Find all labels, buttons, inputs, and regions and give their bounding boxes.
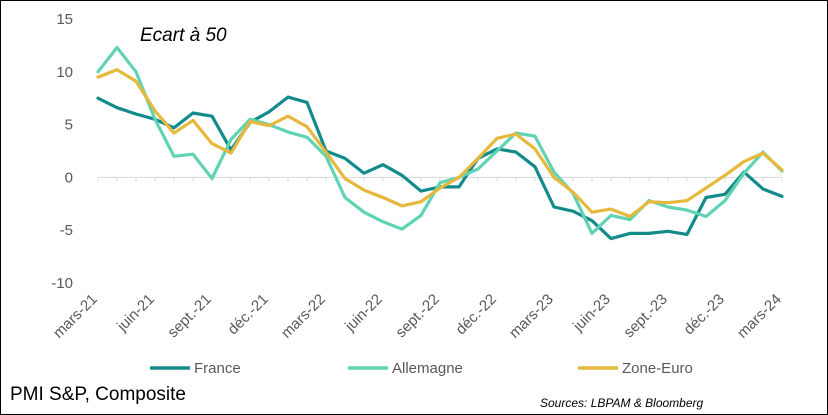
x-tick-label: déc.-23 (680, 291, 727, 338)
series-line-zone-euro (96, 68, 784, 219)
x-tick-label: juin-22 (341, 291, 386, 336)
x-tick-label: juin-23 (569, 291, 614, 336)
chart-annotation: Ecart à 50 (140, 25, 227, 46)
y-tick-label: -10 (51, 275, 73, 292)
y-tick-label: -5 (60, 222, 73, 239)
x-tick-label: sept.-21 (164, 291, 214, 341)
x-tick-label: déc.-22 (452, 291, 499, 338)
legend-label: Zone-Euro (622, 360, 693, 377)
x-tick-label: déc.-21 (224, 291, 271, 338)
x-tick-label: mars-22 (278, 291, 329, 342)
footer-title: PMI S&P, Composite (10, 384, 187, 405)
series-line-france (96, 95, 784, 241)
x-tick-label: sept.-22 (392, 291, 442, 341)
x-tick-label: sept.-23 (620, 291, 670, 341)
x-tick-label: mars-21 (50, 291, 101, 342)
y-tick-label: 5 (65, 117, 73, 134)
y-tick-label: 0 (65, 169, 73, 186)
x-tick-label: mars-24 (734, 291, 785, 342)
y-tick-label: 10 (56, 64, 73, 81)
y-tick-label: 15 (56, 11, 73, 28)
series-line-allemagne (96, 45, 784, 235)
legend-label: France (194, 360, 241, 377)
x-tick-label: juin-21 (113, 291, 158, 336)
x-tick-label: mars-23 (506, 291, 557, 342)
source-note: Sources: LBPAM & Bloomberg (540, 396, 704, 410)
legend-label: Allemagne (392, 360, 463, 377)
